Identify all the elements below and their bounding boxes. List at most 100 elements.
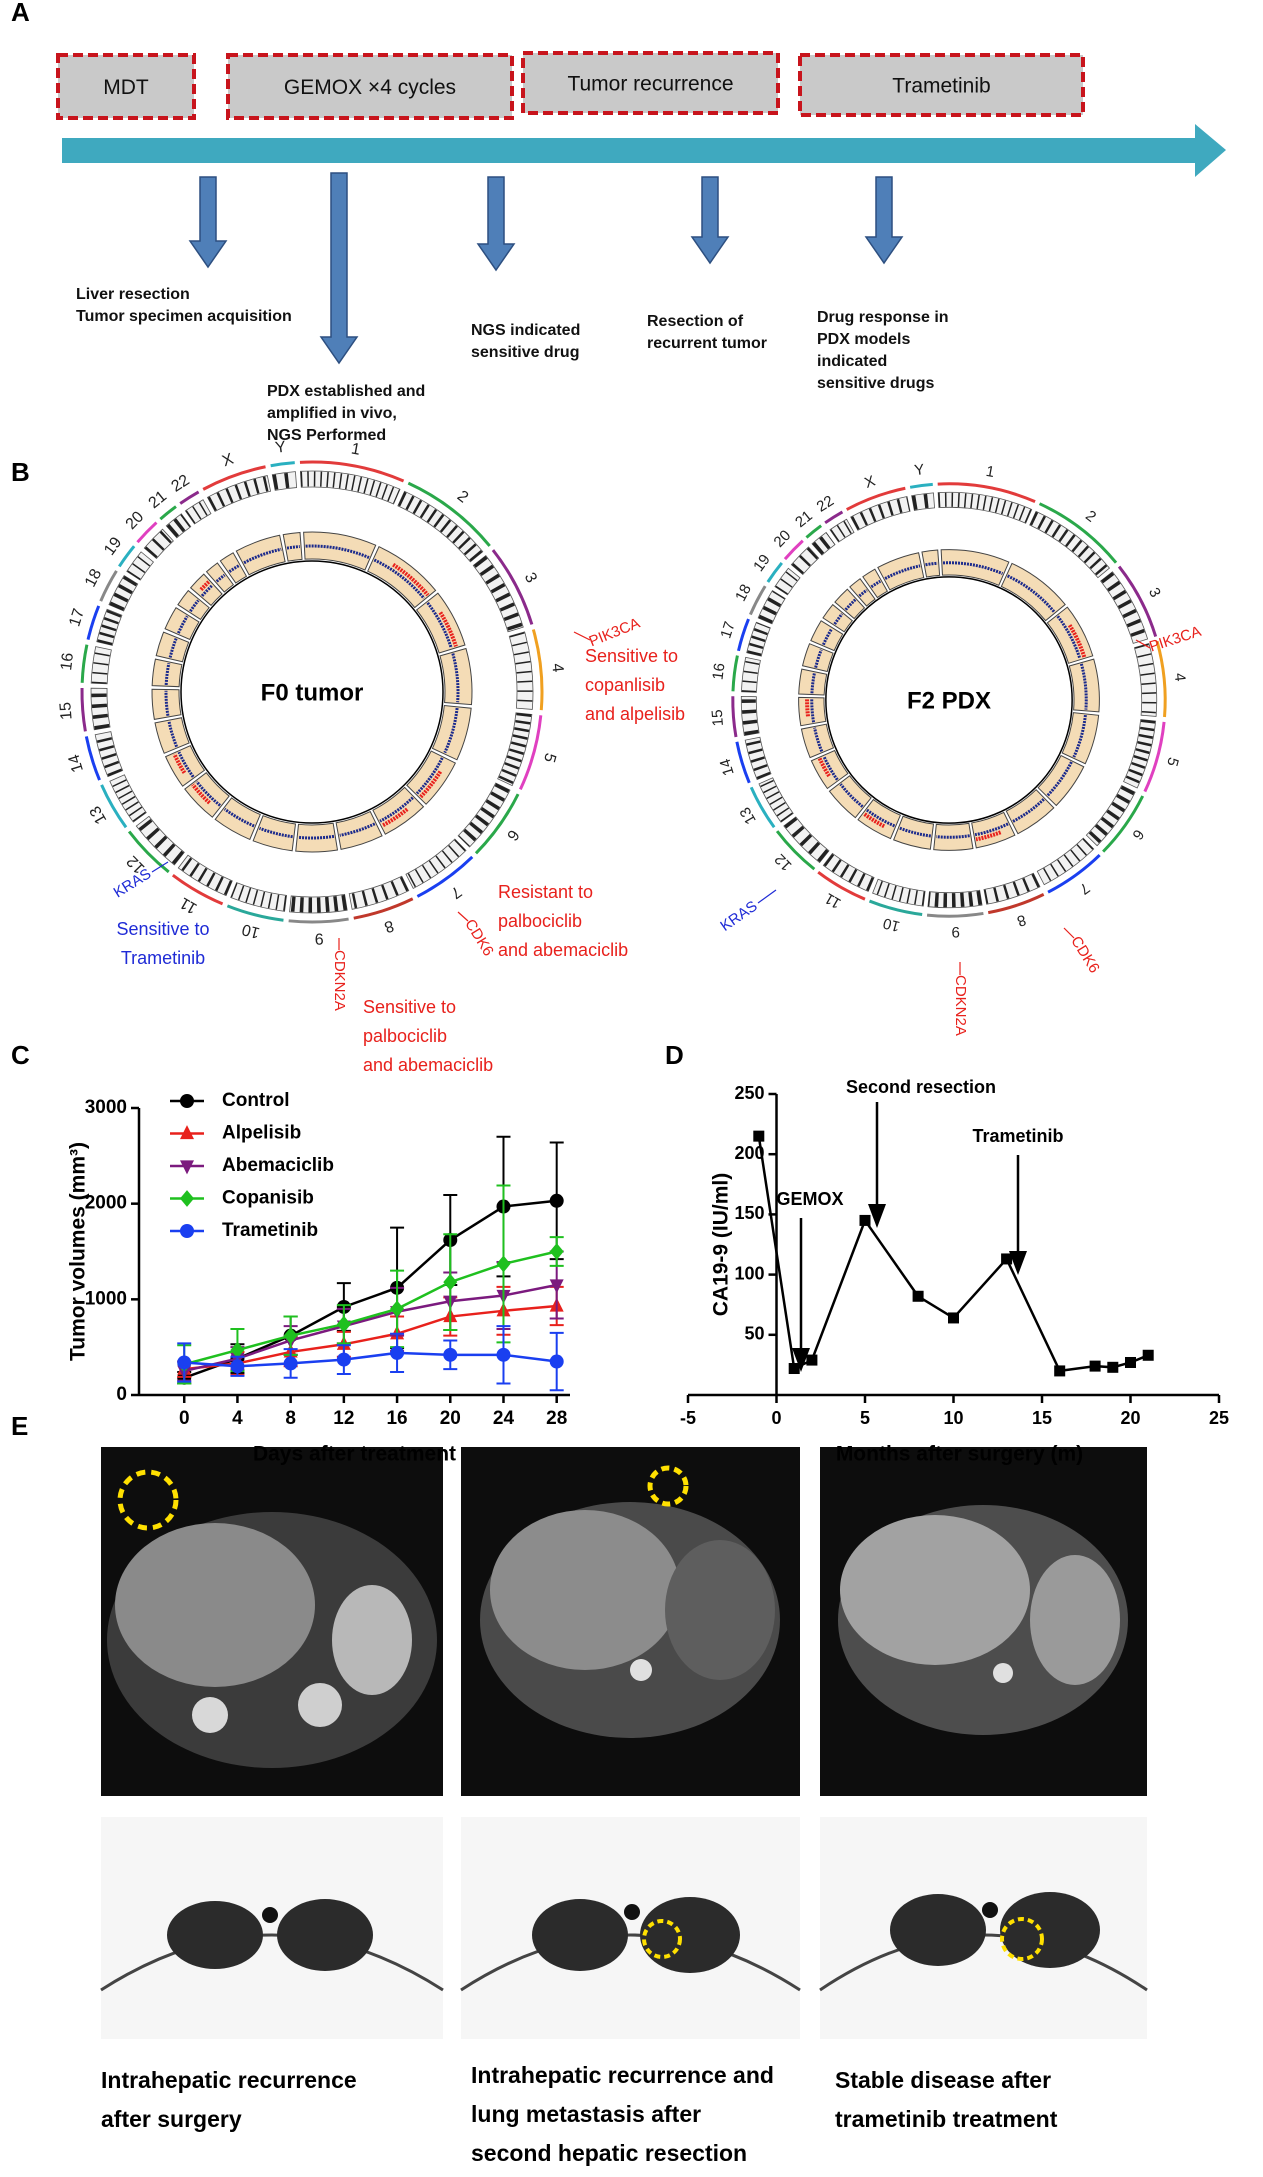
chromosome-ring [416,855,474,898]
cnv-gain [419,770,443,799]
event-label: Drug response in [817,309,949,326]
marker [336,1352,351,1367]
ideogram-bands [741,657,760,693]
chromosome-label: X [220,451,236,471]
cnv-gain [438,611,458,648]
chromosome-ring [749,786,776,829]
cnv-gain [191,783,211,805]
body-outline [100,1933,444,1992]
ideogram [397,490,484,563]
marker [1125,1356,1136,1368]
cnv-baseline [884,564,921,580]
ideogram-bands [272,472,297,490]
series-line [757,1135,1149,1373]
cnv-baseline [168,637,178,658]
leader-line [457,911,469,922]
y-tick-label: 0 [116,1384,127,1405]
chromosome-ring [846,486,906,511]
ideogram-bands [207,476,271,512]
cnv-baseline [305,544,370,559]
ideogram [1036,837,1095,886]
ideogram-bands [741,696,759,736]
marker [443,1347,458,1362]
chromosome-label: Y [913,461,925,479]
cnv-track [282,531,303,562]
chromosome-ring [1102,795,1145,853]
chromosome-ring [226,904,284,922]
event-label: PDX established and [267,383,425,400]
event-arrow [188,176,228,269]
event-label: Tumor specimen acquisition [76,308,292,325]
series-line [183,1250,557,1366]
chromosome-ring [491,549,534,625]
cnv-baseline [844,598,857,611]
chromosome-label: 5 [540,751,559,764]
cnv-baseline [258,826,293,839]
chromosome-ring [518,715,543,791]
cnv-gain [392,562,430,597]
cnv-track [151,658,183,688]
event-label: indicated [817,353,887,370]
chromosome-ring [80,687,87,732]
ideogram [184,499,212,525]
chromosome-ring [136,521,158,544]
lung [640,1897,740,1973]
annotation-note: Sensitive to [585,646,678,666]
panel-label: C [11,1040,30,1070]
marker [1054,1365,1066,1377]
annotation-arrowhead [1009,1251,1027,1275]
chromosome-ring [937,482,1036,504]
cnv-baseline [200,584,214,597]
ideogram-bands [144,529,174,559]
chromosome-ring [171,873,224,906]
ideogram-bands [830,519,854,542]
series-line [184,1351,557,1368]
chromosome-ring [766,561,783,583]
y-tick-label: 1000 [85,1288,127,1309]
marker [859,1214,871,1226]
marker [180,1160,194,1175]
phase-label: GEMOX ×4 cycles [284,76,456,99]
image-caption: second hepatic resection [471,2140,747,2166]
chromosome-label: 14 [66,752,87,774]
lung [1000,1892,1100,1968]
x-tick-label: 20 [440,1408,461,1429]
ideogram [1100,571,1149,644]
chromosome-ring [1038,502,1118,564]
circos-title: F0 tumor [261,679,364,706]
leader-line [757,889,777,904]
cnv-baseline [223,807,255,828]
annotation-note: Sensitive to [116,919,209,939]
ideogram-bands [136,816,185,865]
cnv-baseline [1079,663,1088,710]
cnv-baseline [298,834,335,840]
cnv-baseline [228,564,240,573]
spleen [332,1585,412,1695]
ideogram-bands [185,500,211,524]
ideogram-bands [850,497,911,530]
x-tick-label: 20 [1120,1408,1140,1428]
marker [390,1300,405,1318]
marker [549,1243,564,1260]
ideogram-bands [775,568,800,595]
cnv-track [439,647,473,706]
marker [283,1327,298,1345]
chromosome-ring [118,545,136,568]
cnv-baseline [1046,761,1073,797]
panel-label: A [11,0,30,27]
marker [806,1354,818,1366]
cnv-baseline [189,599,200,613]
series-line [183,1283,557,1373]
series-line [184,1304,557,1371]
chromosome-label: 15 [709,709,727,727]
ideogram-bands [791,547,819,575]
ideogram-bands [110,774,146,822]
ideogram-bands [938,492,1032,523]
image-caption: trametinib treatment [835,2106,1058,2132]
cnv-track [214,797,261,841]
kidney [192,1697,228,1733]
chromosome-ring [737,618,750,652]
cnv-gain [817,757,831,778]
chromosome-ring [749,585,767,616]
chromosome-label: 5 [1163,755,1182,768]
